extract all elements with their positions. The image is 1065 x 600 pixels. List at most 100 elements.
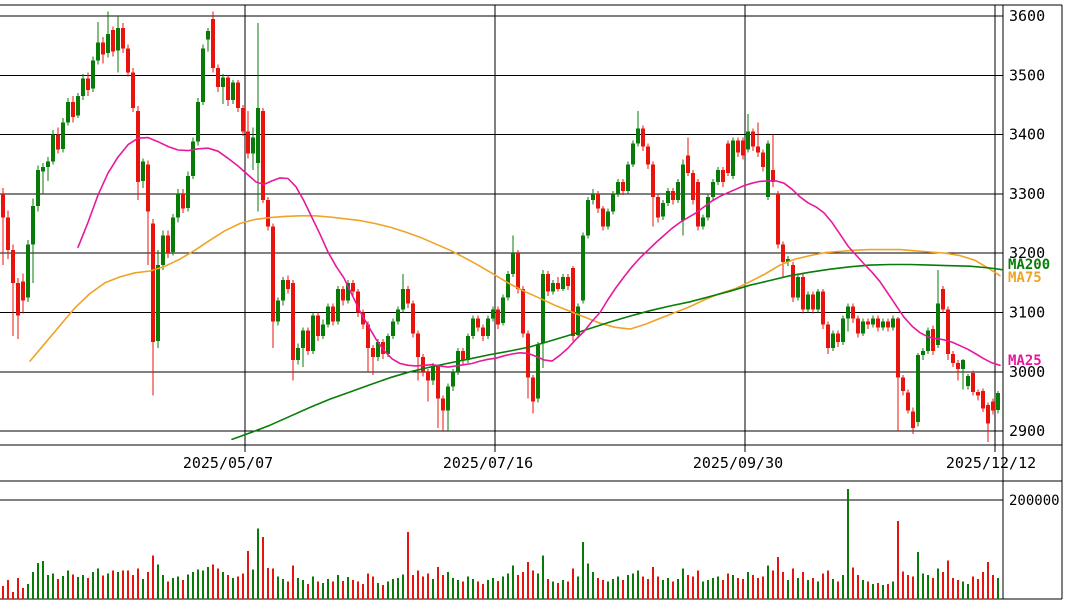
candle-body	[36, 170, 40, 206]
candle-body	[141, 161, 145, 181]
candle-body	[571, 268, 575, 337]
volume-bar	[632, 573, 634, 599]
volume-bar	[432, 579, 434, 599]
candle-body	[206, 30, 210, 40]
candle-body	[351, 282, 355, 292]
volume-bar	[602, 580, 604, 599]
candle-body	[776, 193, 780, 245]
volume-bar	[497, 581, 499, 599]
candle-body	[801, 276, 805, 310]
volume-bar	[442, 575, 444, 599]
candle-body	[51, 134, 55, 162]
candle-body	[931, 329, 935, 352]
volume-bar	[887, 584, 889, 599]
volume-bar	[57, 579, 59, 599]
volume-bar	[767, 565, 769, 599]
volume-bar	[792, 568, 794, 599]
candle-body	[606, 211, 610, 227]
candle-body	[576, 306, 580, 336]
candle-body	[506, 273, 510, 298]
volume-bar	[447, 571, 449, 599]
volume-bar	[862, 580, 864, 599]
volume-bar	[402, 574, 404, 599]
candle-body	[876, 318, 880, 328]
volume-bar	[612, 579, 614, 599]
candle-body	[336, 288, 340, 322]
volume-bar	[307, 584, 309, 599]
candle-body	[556, 282, 560, 289]
volume-bar	[527, 561, 529, 599]
volume-bar	[192, 571, 194, 599]
candle-body	[271, 226, 275, 322]
volume-bar	[297, 578, 299, 599]
volume-bar	[782, 571, 784, 599]
volume-bar	[977, 579, 979, 599]
candle-body	[681, 164, 685, 221]
candle-body	[341, 288, 345, 301]
volume-bar	[627, 575, 629, 599]
candle-body	[536, 345, 540, 399]
candle-body	[396, 309, 400, 322]
candle-body	[686, 155, 690, 174]
volume-bar	[567, 581, 569, 599]
candle-body	[106, 33, 110, 53]
volume-bar	[532, 570, 534, 599]
candle-body	[146, 164, 150, 212]
volume-bar	[172, 578, 174, 599]
candle-body	[866, 321, 870, 325]
candle-body	[901, 377, 905, 391]
candle-body	[641, 128, 645, 147]
volume-bar	[187, 574, 189, 599]
candle-body	[946, 309, 950, 355]
volume-bar	[507, 573, 509, 599]
candle-body	[781, 244, 785, 263]
candle-body	[551, 282, 555, 292]
candle-body	[786, 259, 790, 263]
volume-bar	[952, 578, 954, 599]
volume-bar	[102, 575, 104, 599]
volume-bar	[712, 578, 714, 599]
candle-body	[961, 359, 965, 369]
volume-bar	[502, 576, 504, 599]
volume-bar	[747, 571, 749, 599]
candle-body	[16, 282, 20, 316]
volume-bar	[417, 570, 419, 599]
volume-bar	[617, 576, 619, 599]
volume-bar	[957, 580, 959, 599]
candle-body	[726, 143, 730, 174]
volume-bar	[872, 584, 874, 599]
volume-bar	[67, 570, 69, 599]
volume-bar	[512, 565, 514, 599]
candle-body	[861, 321, 865, 334]
candle-body	[236, 82, 240, 108]
candle-body	[6, 217, 10, 251]
candle-body	[21, 281, 25, 301]
volume-bar	[927, 575, 929, 599]
volume-bar	[847, 489, 849, 599]
volume-bar	[857, 575, 859, 599]
candle-body	[481, 327, 485, 337]
candle-body	[631, 143, 635, 165]
candle-body	[261, 110, 265, 200]
volume-bar	[537, 573, 539, 599]
volume-bar	[247, 550, 249, 599]
price-tick-label: 2900	[1009, 422, 1045, 440]
candle-body	[921, 351, 925, 356]
volume-bar	[472, 579, 474, 599]
candle-body	[521, 288, 525, 334]
candle-body	[216, 68, 220, 88]
volume-bar	[757, 578, 759, 599]
candle-body	[976, 391, 980, 396]
candle-body	[376, 342, 380, 357]
volume-bar	[437, 566, 439, 599]
candle-body	[161, 235, 165, 266]
candle-body	[691, 173, 695, 200]
volume-bar	[152, 555, 154, 599]
volume-bar	[812, 578, 814, 599]
volume-bar	[657, 576, 659, 599]
volume-bar	[882, 585, 884, 599]
candle-body	[851, 306, 855, 319]
candle-body	[311, 315, 315, 352]
candle-body	[896, 318, 900, 378]
